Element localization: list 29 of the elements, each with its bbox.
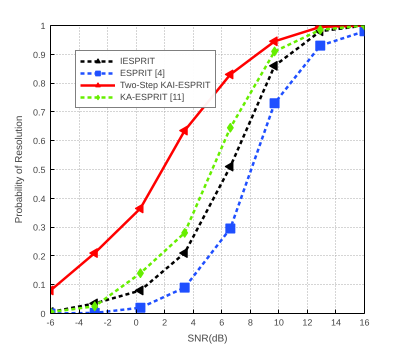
y-tick-label: 0.7 [32, 107, 46, 118]
y-tick-label: 0.4 [32, 194, 46, 204]
y-axis-title: Probability of Resolution [14, 116, 25, 224]
y-tick-label: 0.1 [32, 280, 46, 290]
x-tick-label: 12 [302, 318, 312, 328]
x-tick-label: 6 [219, 318, 224, 328]
y-tick-label: 0.8 [32, 78, 46, 89]
y-tick-label: 0.5 [32, 165, 46, 175]
x-tick-label: 14 [330, 318, 341, 328]
x-tick-label: 8 [248, 318, 253, 328]
y-tick-label: 0.3 [32, 222, 46, 233]
x-tick-label: 16 [359, 318, 370, 328]
x-axis-title: SNR(dB) [188, 334, 228, 344]
y-tick-label: 0 [40, 309, 46, 319]
y-tick-label: 0.2 [32, 251, 46, 262]
x-tick-label: 2 [162, 318, 168, 328]
legend-label: Two-Step KAI-ESPRIT [120, 79, 211, 91]
legend-label: KA-ESPRIT [11] [120, 91, 184, 103]
y-tick-label: 0.6 [32, 136, 46, 146]
legend-label: IESPRIT [120, 55, 156, 67]
x-tick-label: -2 [104, 318, 112, 328]
x-tick-label: 10 [274, 318, 284, 328]
y-tick-label: 1 [40, 21, 46, 31]
y-tick-label: 0.9 [32, 50, 46, 60]
x-tick-label: -4 [75, 318, 84, 328]
x-tick-label: 4 [190, 318, 196, 328]
x-tick-label: -6 [46, 318, 55, 328]
x-tick-label: 0 [134, 318, 139, 328]
legend-label: ESPRIT [4] [120, 67, 165, 79]
